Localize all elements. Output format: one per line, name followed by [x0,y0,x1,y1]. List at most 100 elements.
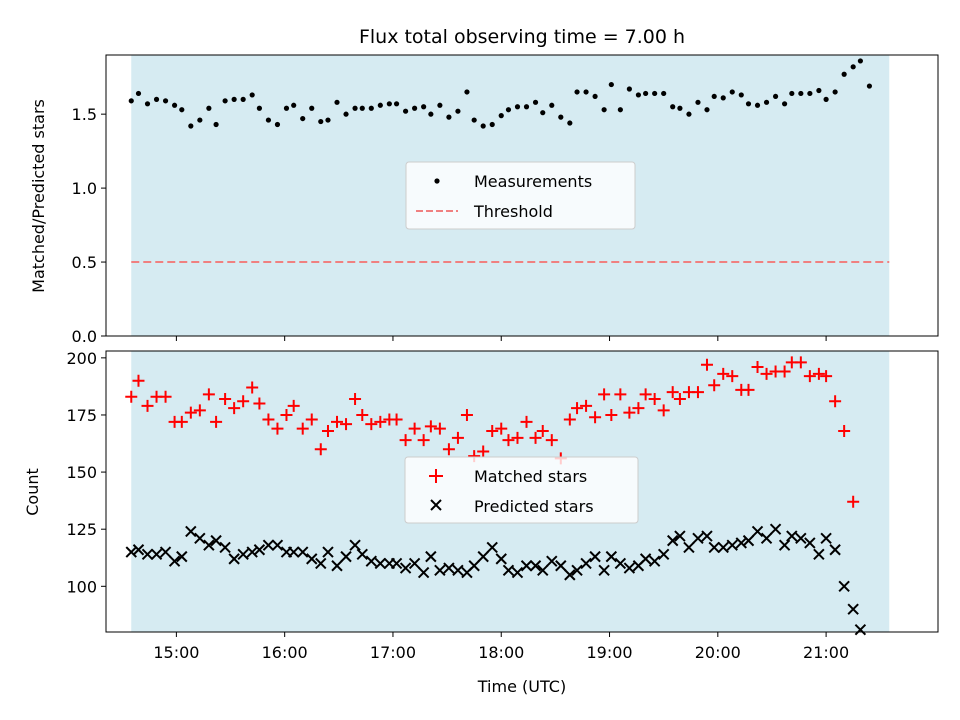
measurement-point [222,98,228,104]
predicted-star-point [194,532,206,545]
matched-star-point [253,397,266,410]
predicted-star-point [176,550,188,563]
matched-star-point [228,402,241,415]
matched-star-point [132,374,145,387]
measurement-point [695,99,701,105]
measurement-point [393,101,400,107]
legend-matched-label: Matched stars [474,467,587,486]
count-panel: 100 125 150 175 200 15:00 16:00 17:00 18:00 19:0… [23,349,939,696]
matched-star-point [632,402,645,415]
measurement-point [489,121,495,128]
y-tick-label: 150 [66,463,97,482]
measurement-point [532,99,539,105]
matched-star-point [280,408,293,421]
matched-star-point [390,413,403,426]
matched-star-point [847,495,860,508]
predicted-star-point [399,562,412,574]
matched-star-point [580,399,593,412]
count-plot-frame [105,350,939,633]
legend-measurements-marker [434,178,440,184]
predicted-star-point [477,550,489,563]
predicted-star-point [726,539,738,551]
measurement-point [265,117,272,123]
predicted-star-point [417,566,430,579]
matched-star-point [666,386,679,399]
measurement-point [601,107,607,113]
matched-star-point [175,415,188,428]
predicted-star-point [778,539,791,551]
ratio-plot-frame [105,54,939,337]
matched-star-point [193,404,206,417]
measurement-point [617,107,623,113]
measurement-point [677,105,683,111]
x-axis-label: Time (UTC) [477,677,566,696]
predicted-star-point [666,534,679,547]
predicted-star-point [683,541,695,554]
matched-star-point [340,418,353,431]
measurement-point [386,101,392,107]
measurement-point [720,95,726,101]
matched-star-point [287,399,300,412]
legend-predicted-label: Predicted stars [474,497,594,516]
matched-star-point [571,402,584,415]
legend-matched-marker [429,469,443,483]
measurement-point [197,117,203,123]
matched-star-point [202,388,215,401]
predicted-star-point [648,555,661,567]
measurement-point [583,89,589,95]
matched-star-point [536,424,549,437]
matched-star-point [125,390,138,403]
legend-measurements-label: Measurements [474,172,592,191]
matched-star-point [237,395,250,408]
matched-star-point [451,431,464,444]
matched-star-point [639,388,652,401]
count-y-axis: 100 125 150 175 200 [66,349,106,596]
measurement-point [850,64,856,70]
legend-predicted-marker [430,499,442,511]
predicted-star-point [468,560,480,572]
ratio-y-axis: 0.0 0.5 1.0 1.5 [72,105,106,346]
legend-threshold-label: Threshold [473,202,553,221]
matched-star-point [321,424,334,437]
predicted-star-point [340,550,352,563]
predicted-star-point [735,537,747,549]
measurement-point [352,105,358,111]
matched-star-point [141,399,154,412]
predicted-star-point [271,539,284,551]
matched-star-point [673,392,686,405]
measurement-point [807,90,813,97]
measurement-point [686,111,692,117]
measurement-point [377,102,383,108]
matched-star-point [657,404,670,417]
matched-star-point [803,370,816,383]
predicted-star-point [751,525,764,538]
predicted-star-point [786,530,798,542]
predicted-star-point [502,564,515,577]
measurement-point [549,102,555,108]
measurement-point [745,101,752,107]
predicted-star-point [434,564,446,577]
measurement-point [437,102,443,108]
matched-star-point [598,388,611,401]
measurement-point [652,90,658,97]
measurements-series [128,58,873,129]
measurement-point [359,105,365,111]
measurement-point [754,102,761,108]
predicted-star-point [701,530,713,542]
matched-star-point [717,367,730,380]
measurement-point [841,71,847,77]
matched-star-point [331,415,344,428]
measurement-point [283,105,290,111]
measurement-point [729,89,735,95]
predicted-star-point [486,541,498,554]
y-tick-label: 175 [66,406,97,425]
predicted-star-point [598,564,610,577]
measurement-point [144,101,151,107]
measurement-point [471,117,477,123]
matched-star-point [365,418,378,431]
chart-title: Flux total observing time = 7.00 h [359,26,685,48]
predicted-star-point [614,557,627,570]
measurement-point [249,92,255,98]
measurement-point [334,99,340,105]
